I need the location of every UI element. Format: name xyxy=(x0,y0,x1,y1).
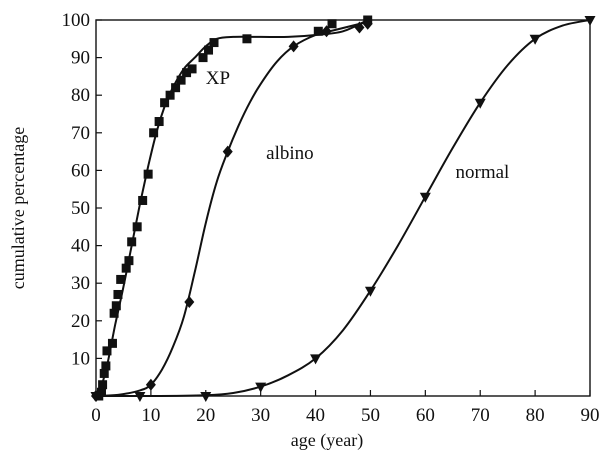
data-point-xp xyxy=(160,98,170,108)
data-point-albino xyxy=(362,17,373,30)
tick-labels: 0 10 20 30 40 50 60 70 80 90 10 20 30 40 50 60 70 80 90 100 xyxy=(62,10,600,426)
data-point-xp xyxy=(204,45,214,55)
series-labels: XP albino normal xyxy=(206,68,510,183)
data-point-normal xyxy=(584,16,596,26)
data-point-xp xyxy=(102,346,112,356)
data-point-normal xyxy=(529,34,541,45)
x-tick-label: 60 xyxy=(416,405,435,426)
data-point-xp xyxy=(182,68,192,78)
series-label-normal: normal xyxy=(456,162,510,183)
data-point-normal xyxy=(255,382,267,393)
data-point-xp xyxy=(127,237,137,247)
x-tick-label: 0 xyxy=(91,405,101,426)
y-tick-label: 20 xyxy=(71,311,90,332)
x-tick-label: 20 xyxy=(196,405,215,426)
data-point-xp xyxy=(198,53,208,63)
series-curve-albino xyxy=(95,20,368,397)
data-point-normal xyxy=(200,392,212,402)
data-point-xp xyxy=(149,128,159,138)
data-point-albino xyxy=(222,145,233,158)
y-tick-label: 60 xyxy=(71,160,90,181)
data-point-albino xyxy=(354,21,365,34)
data-point-xp xyxy=(313,26,323,36)
plot-frame xyxy=(95,19,591,397)
data-point-albino xyxy=(288,40,299,53)
ticks xyxy=(95,19,591,396)
x-tick-label: 90 xyxy=(581,405,600,426)
x-axis-title: age (year) xyxy=(291,430,363,450)
data-point-xp xyxy=(101,361,111,371)
data-point-albino xyxy=(321,25,332,38)
y-tick-label: 50 xyxy=(71,198,90,219)
data-point-xp xyxy=(99,368,109,378)
data-point-albino xyxy=(145,378,156,391)
data-point-xp xyxy=(116,274,126,284)
data-point-xp xyxy=(143,169,153,179)
y-tick-label: 70 xyxy=(71,123,90,144)
x-tick-label: 80 xyxy=(526,405,545,426)
data-point-xp xyxy=(171,83,181,93)
series-label-xp: XP xyxy=(206,68,230,89)
data-point-xp xyxy=(165,90,175,100)
data-point-xp xyxy=(209,38,219,48)
data-point-xp xyxy=(138,195,148,205)
x-tick-label: 70 xyxy=(471,405,490,426)
data-point-xp xyxy=(98,380,108,390)
data-point-xp xyxy=(176,75,186,85)
series-curve-normal xyxy=(95,19,591,398)
data-point-normal xyxy=(90,392,102,402)
y-tick-label: 30 xyxy=(71,273,90,294)
y-axis-title: cumulative percentage xyxy=(8,127,28,289)
y-tick-label: 100 xyxy=(62,10,91,31)
data-point-xp xyxy=(111,301,121,311)
data-point-xp xyxy=(327,19,337,29)
x-tick-label: 30 xyxy=(251,405,270,426)
data-point-xp xyxy=(132,222,142,232)
series-markers xyxy=(90,15,596,402)
data-point-xp xyxy=(242,34,252,44)
data-point-normal xyxy=(419,192,431,203)
data-point-normal xyxy=(474,98,486,109)
series-curve-xp xyxy=(97,19,369,397)
series-label-albino: albino xyxy=(266,143,314,164)
x-tick-label: 40 xyxy=(306,405,325,426)
data-point-normal xyxy=(310,354,322,365)
y-tick-label: 80 xyxy=(71,85,90,106)
data-point-xp xyxy=(154,117,164,127)
y-tick-label: 40 xyxy=(71,236,90,257)
data-point-xp xyxy=(113,289,123,299)
y-tick-label: 90 xyxy=(71,48,90,69)
data-point-albino xyxy=(184,296,195,308)
data-point-xp xyxy=(187,64,197,74)
data-point-normal xyxy=(364,286,376,297)
x-tick-label: 50 xyxy=(361,405,380,426)
y-tick-label: 10 xyxy=(71,348,90,369)
data-point-xp xyxy=(124,256,134,266)
data-point-xp xyxy=(107,338,117,348)
data-point-xp xyxy=(109,308,119,318)
data-point-xp xyxy=(121,263,131,273)
x-tick-label: 10 xyxy=(141,405,160,426)
series-curves xyxy=(95,19,591,398)
data-point-xp xyxy=(96,387,106,397)
data-point-normal xyxy=(134,392,146,402)
